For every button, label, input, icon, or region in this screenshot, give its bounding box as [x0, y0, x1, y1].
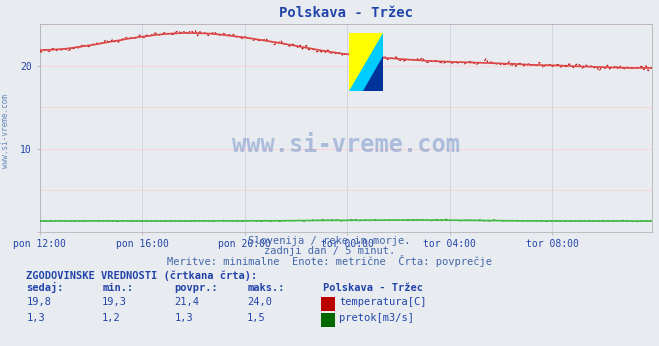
Text: Slovenija / reke in morje.: Slovenija / reke in morje. [248, 236, 411, 246]
Text: min.:: min.: [102, 283, 133, 293]
Text: Meritve: minimalne  Enote: metrične  Črta: povprečje: Meritve: minimalne Enote: metrične Črta:… [167, 255, 492, 267]
Text: 1,2: 1,2 [102, 313, 121, 323]
Text: pretok[m3/s]: pretok[m3/s] [339, 313, 415, 323]
Text: sedaj:: sedaj: [26, 282, 64, 293]
Text: www.si-vreme.com: www.si-vreme.com [232, 133, 460, 157]
Text: 1,5: 1,5 [247, 313, 266, 323]
Text: temperatura[C]: temperatura[C] [339, 297, 427, 307]
Text: 19,3: 19,3 [102, 297, 127, 307]
Text: zadnji dan / 5 minut.: zadnji dan / 5 minut. [264, 246, 395, 256]
Text: povpr.:: povpr.: [175, 283, 218, 293]
Text: www.si-vreme.com: www.si-vreme.com [1, 94, 10, 169]
Text: 21,4: 21,4 [175, 297, 200, 307]
Text: maks.:: maks.: [247, 283, 285, 293]
Text: ZGODOVINSKE VREDNOSTI (črtkana črta):: ZGODOVINSKE VREDNOSTI (črtkana črta): [26, 270, 258, 281]
Text: 24,0: 24,0 [247, 297, 272, 307]
Text: 1,3: 1,3 [26, 313, 45, 323]
Text: Polskava - Tržec: Polskava - Tržec [323, 283, 423, 293]
Text: 19,8: 19,8 [26, 297, 51, 307]
Title: Polskava - Tržec: Polskava - Tržec [279, 6, 413, 20]
Text: 1,3: 1,3 [175, 313, 193, 323]
